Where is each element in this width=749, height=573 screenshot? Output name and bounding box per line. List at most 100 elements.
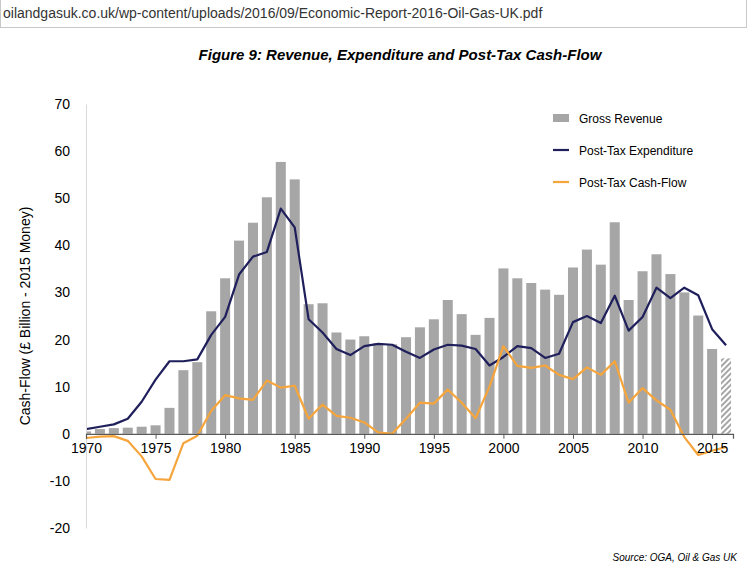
bar [596,265,606,434]
x-tick-mark [86,434,87,439]
x-tick-mark [573,434,574,439]
bar [220,278,230,433]
bar [262,197,272,433]
x-tick-label: 1990 [349,440,380,456]
x-tick: 1985 [280,434,311,456]
x-tick-mark [643,434,644,439]
y-axis-line [86,105,87,529]
bar-series [86,162,731,434]
bar [123,428,133,434]
legend-swatch [553,114,569,122]
y-tick-label: 40 [54,237,70,253]
x-tick-mark [364,434,365,439]
bar [540,290,550,434]
bar [359,336,369,434]
x-tick-label: 2000 [488,440,519,456]
x-tick-label: 1980 [210,440,241,456]
legend-swatch [553,149,569,151]
y-tick: 10 [54,379,86,395]
y-tick: 30 [54,284,86,300]
x-tick-mark [225,434,226,439]
plot-area [86,162,731,480]
x-tick-mark [712,434,713,439]
x-tick-mark [503,434,504,439]
y-tick: 20 [54,332,86,348]
y-tick-label: 0 [62,426,70,442]
bar [443,300,453,434]
url-bar: oilandgasuk.co.uk/wp-content/uploads/201… [0,0,747,28]
legend-label: Post-Tax Expenditure [579,144,693,158]
x-tick-mark [434,434,435,439]
title: Figure 9: Revenue, Expenditure and Post-… [199,46,603,63]
legend-item: Gross Revenue [553,112,663,126]
x-tick: 1980 [210,434,241,456]
bar [164,408,174,434]
x-tick-label: 2015 [697,440,728,456]
y-tick: 70 [54,96,86,112]
bar [651,254,661,433]
x-tick-label: 2010 [627,440,658,456]
bar [151,425,161,433]
y-tick: -10 [50,473,86,489]
x-axis: 1970 1975 1980 1985 1990 1995 2000 2005 2010 2015 [71,434,734,456]
x-tick: 2010 [627,434,658,456]
bar [192,362,202,434]
x-axis-line [87,434,734,439]
chart: Figure 9: Revenue, Expenditure and Post-… [0,0,749,573]
y-axis-title: Cash-Flow (£ Billion - 2015 Money) [17,207,33,426]
y-tick-label: -10 [50,473,70,489]
bar [178,370,188,434]
bar [707,349,717,434]
y-axis: -20 -10 0 10 20 30 40 50 60 70 [50,96,87,536]
bar [373,343,383,433]
y-tick: -20 [50,520,86,536]
y-tick-label: -20 [50,520,70,536]
legend-swatch [553,181,569,183]
bar [95,429,105,434]
legend: Gross Revenue Post-Tax Expenditure Post-Ta… [553,112,693,190]
line [86,209,726,429]
y-tick-label: 70 [54,96,70,112]
bar [387,344,397,434]
x-tick: 1990 [349,434,380,456]
x-tick: 2000 [488,434,519,456]
bar [610,222,620,434]
x-tick: 1970 [71,434,102,456]
bar [457,314,467,434]
y-tick: 60 [54,143,86,159]
bar [137,427,147,434]
bar [721,358,731,433]
bar [568,267,578,433]
legend-label: Gross Revenue [579,112,663,126]
y-tick-label: 60 [54,143,70,159]
y-tick-label: 10 [54,379,70,395]
bar [276,162,286,434]
x-tick: 2015 [697,434,728,456]
x-tick-label: 2005 [558,440,589,456]
x-tick-label: 1985 [280,440,311,456]
y-tick-label: 50 [54,190,70,206]
line [86,346,726,480]
x-tick: 1975 [140,434,171,456]
y-tick: 50 [54,190,86,206]
annotation: Source: OGA, Oil & Gas UK [613,552,739,563]
bar [679,292,689,433]
x-tick: 2005 [558,434,589,456]
bar [318,303,328,433]
bar [109,428,119,434]
bar [554,295,564,434]
bar [415,327,425,433]
url-text: oilandgasuk.co.uk/wp-content/uploads/201… [3,5,542,21]
x-tick-label: 1970 [71,440,102,456]
x-tick-label: 1995 [419,440,450,456]
bar [693,316,703,434]
bar [429,319,439,433]
legend-label: Post-Tax Cash-Flow [579,176,687,190]
bar [638,271,648,434]
y-tick-label: 30 [54,284,70,300]
bar [526,283,536,434]
y-tick-label: 20 [54,332,70,348]
legend-item: Post-Tax Expenditure [553,144,693,158]
bar [582,250,592,434]
y-tick: 40 [54,237,86,253]
